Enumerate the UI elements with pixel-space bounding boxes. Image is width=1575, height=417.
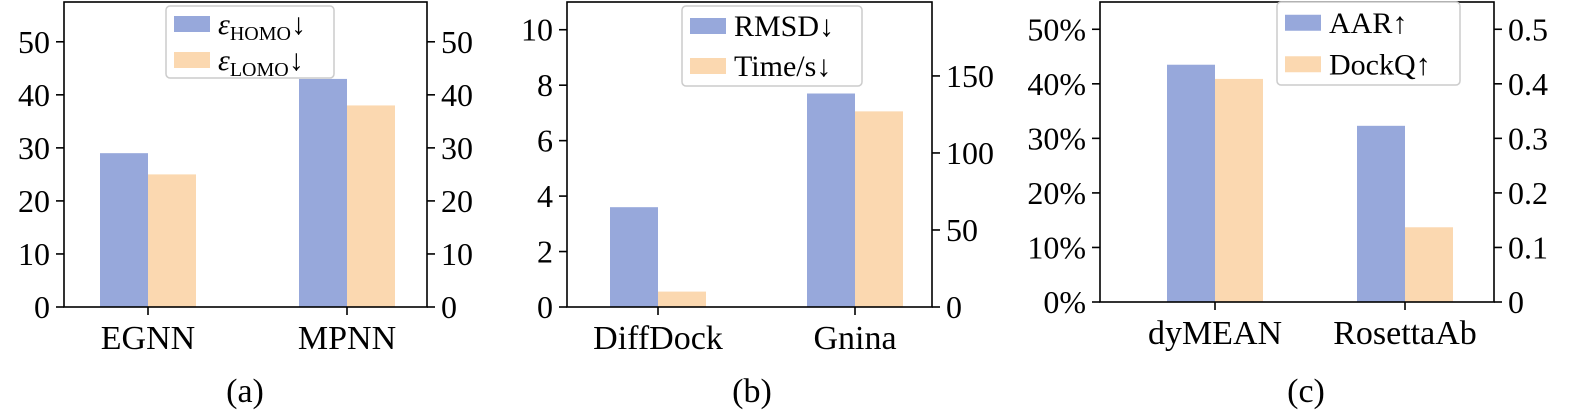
chart-3: 0% 10% 20% 30% 40% 50% 0 0.1 0.2 0.3 0.4 0.5 dyMEAN R… (1027, 1, 1548, 410)
bar--mpnn (347, 105, 395, 307)
bar-times-diffdock (658, 291, 706, 307)
legend-box (1276, 1, 1461, 86)
left-tick-label: 2 (537, 234, 553, 270)
plot-frame (566, 1, 933, 308)
left-tick-label: 20 (18, 183, 50, 219)
category-label: dyMEAN (1148, 315, 1282, 352)
legend-swatch (690, 18, 726, 34)
left-tick-label: 30% (1027, 120, 1086, 156)
legend: AAR↑ DockQ↑ (1276, 1, 1461, 86)
subfigure-caption: (a) (226, 373, 264, 410)
bar-dockq-rosettaab (1405, 227, 1453, 302)
left-tick-label: 8 (537, 67, 553, 103)
right-tick-label: 0.5 (1508, 11, 1548, 47)
category-label: DiffDock (593, 320, 723, 357)
left-tick-label: 10% (1027, 229, 1086, 265)
left-tick-label: 40 (18, 77, 50, 113)
left-tick-label: 6 (537, 123, 553, 159)
right-tick-label: 0.4 (1508, 66, 1548, 102)
right-tick-label: 0 (1508, 284, 1524, 320)
left-tick-label: 4 (537, 178, 553, 214)
left-tick-label: 50% (1027, 11, 1086, 47)
legend-label: AAR↑ (1329, 7, 1407, 40)
subfigure-caption: (c) (1287, 373, 1325, 410)
legend-swatch (1285, 56, 1321, 73)
left-tick-label: 30 (18, 130, 50, 166)
legend-label: εLOMO↓ (218, 44, 304, 81)
right-tick-label: 30 (441, 130, 473, 166)
left-tick-label: 40% (1027, 66, 1086, 102)
subfigure-caption: (b) (732, 373, 772, 410)
legend-label: Time/s↓ (734, 50, 831, 83)
right-tick-label: 0.1 (1508, 229, 1548, 265)
plot-frame (63, 1, 428, 308)
right-tick-label: 50 (441, 24, 473, 60)
bar-aar-dymean (1167, 64, 1215, 303)
legend-swatch (1285, 14, 1321, 31)
right-tick-label: 150 (946, 58, 994, 94)
left-tick-label: 10 (18, 236, 50, 272)
legend-label: εHOMO↓ (218, 8, 306, 45)
bar-aar-rosettaab (1357, 125, 1405, 303)
bar-rmsd-gnina (807, 93, 855, 307)
legend-label: DockQ↑ (1329, 48, 1431, 81)
right-tick-label: 100 (946, 135, 994, 171)
right-tick-label: 20 (441, 183, 473, 219)
right-tick-label: 50 (946, 212, 978, 248)
legend: RMSD↓ Time/s↓ (681, 5, 863, 87)
category-label: Gnina (813, 320, 896, 357)
bar--mpnn (299, 78, 347, 307)
chart-1: 0 10 20 30 40 50 0 10 20 30 40 50 EGNN MPNN (a) εHOMO↓ε… (18, 1, 473, 410)
left-tick-label: 10 (521, 12, 553, 48)
legend-swatch (174, 16, 210, 32)
right-tick-label: 0.3 (1508, 120, 1548, 156)
right-tick-label: 0 (441, 289, 457, 325)
bar--egnn (148, 174, 196, 307)
legend-box (681, 5, 863, 87)
category-label: EGNN (101, 320, 195, 357)
bar-times-gnina (855, 111, 903, 308)
right-tick-label: 10 (441, 236, 473, 272)
legend: εHOMO↓εLOMO↓ (165, 5, 335, 81)
category-label: MPNN (298, 320, 396, 357)
bar--egnn (100, 153, 148, 307)
category-label: RosettaAb (1333, 315, 1477, 352)
right-tick-label: 0 (946, 289, 962, 325)
right-tick-label: 40 (441, 77, 473, 113)
bar-dockq-dymean (1215, 78, 1263, 302)
left-tick-label: 0% (1043, 284, 1086, 320)
bar-rmsd-diffdock (610, 207, 658, 307)
left-tick-label: 0 (34, 289, 50, 325)
left-tick-label: 50 (18, 24, 50, 60)
legend-label: RMSD↓ (734, 10, 834, 43)
left-tick-label: 0 (537, 289, 553, 325)
left-tick-label: 20% (1027, 175, 1086, 211)
right-tick-label: 0.2 (1508, 175, 1548, 211)
legend-swatch (174, 52, 210, 68)
legend-swatch (690, 58, 726, 74)
